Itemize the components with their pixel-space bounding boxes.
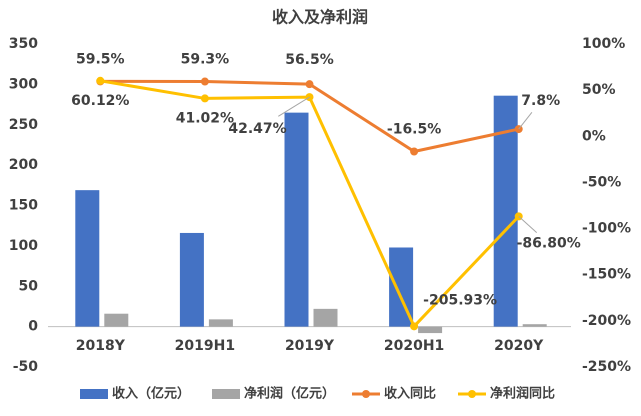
data-label: -86.80% — [517, 235, 581, 251]
legend-label: 净利润同比 — [490, 386, 555, 402]
bar — [179, 232, 204, 327]
y-tick-label: -50 — [13, 359, 39, 375]
data-label: 7.8% — [521, 93, 560, 109]
legend-swatch — [212, 389, 240, 399]
y2-tick-label: -100% — [582, 221, 631, 237]
data-label: 60.12% — [71, 93, 129, 109]
x-tick-label: 2020H1 — [384, 338, 444, 354]
legend-swatch — [362, 390, 370, 398]
leader-line — [518, 216, 538, 233]
data-label: -16.5% — [387, 122, 441, 138]
y-tick-label: 0 — [28, 319, 38, 335]
legend-swatch — [468, 390, 476, 398]
y2-tick-label: -250% — [582, 359, 631, 375]
data-label: 42.47% — [228, 121, 286, 137]
y-tick-label: 150 — [9, 198, 38, 214]
data-label: 59.5% — [76, 51, 125, 67]
bar — [418, 326, 443, 334]
y2-tick-label: -200% — [582, 313, 631, 329]
bar — [75, 190, 100, 327]
data-label: 59.3% — [181, 52, 230, 68]
data-label: -205.93% — [423, 292, 497, 308]
y-tick-label: 50 — [19, 278, 39, 294]
line-marker — [410, 147, 419, 156]
bar — [104, 313, 129, 327]
x-tick-label: 2019Y — [285, 338, 335, 354]
line-marker — [305, 80, 314, 89]
y-tick-label: 100 — [9, 238, 38, 254]
x-tick-label: 2019H1 — [175, 338, 235, 354]
y-tick-label: 250 — [9, 117, 38, 133]
line-marker — [96, 76, 105, 85]
bar — [522, 324, 547, 327]
legend-label: 收入（亿元） — [112, 386, 190, 402]
bar — [284, 112, 309, 327]
leader-line — [518, 111, 533, 130]
y2-tick-label: 50% — [582, 82, 616, 98]
y2-tick-label: 100% — [582, 36, 625, 52]
y-tick-label: 200 — [9, 157, 38, 173]
y2-tick-label: -50% — [582, 174, 621, 190]
data-label: 56.5% — [285, 52, 334, 68]
y-tick-label: 300 — [9, 76, 38, 92]
x-tick-label: 2020Y — [494, 338, 544, 354]
chart-title: 收入及净利润 — [272, 8, 368, 27]
leader-line — [278, 96, 310, 117]
line-marker — [410, 322, 419, 331]
line-marker — [200, 77, 209, 86]
legend-label: 净利润（亿元） — [244, 386, 335, 402]
y2-tick-label: 0% — [582, 128, 606, 144]
bar — [208, 319, 233, 327]
legend-swatch — [80, 389, 108, 399]
y2-tick-label: -150% — [582, 267, 631, 283]
line-marker — [200, 94, 209, 103]
x-tick-label: 2018Y — [76, 338, 126, 354]
data-label: 41.02% — [176, 110, 234, 126]
bar — [313, 308, 338, 327]
legend-label: 收入同比 — [384, 386, 436, 402]
y-tick-label: 350 — [9, 36, 38, 52]
